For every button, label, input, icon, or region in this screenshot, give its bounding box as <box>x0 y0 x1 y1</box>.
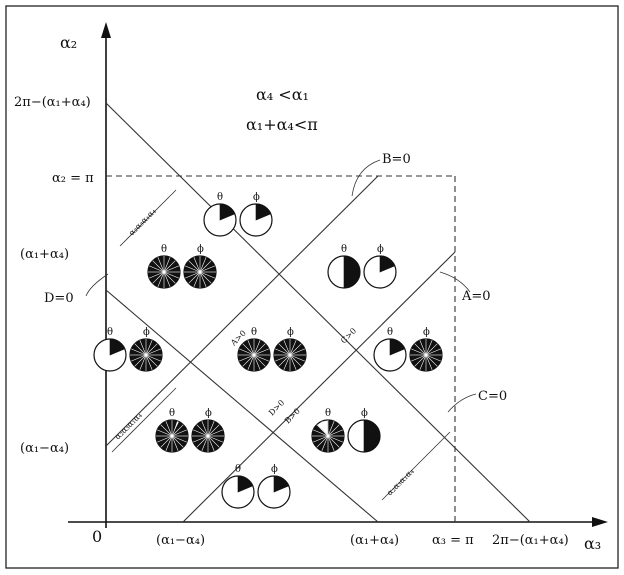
x-axis-arrow <box>592 517 608 527</box>
theta-symbol: θ <box>235 464 241 475</box>
svg-text:α₂α₃α₁α₄: α₂α₃α₁α₄ <box>127 207 158 238</box>
phi-disc <box>363 255 397 289</box>
theta-disc <box>155 419 189 453</box>
theta-disc <box>93 338 127 372</box>
y-axis-label: α₂ <box>60 33 77 52</box>
phi-disc <box>347 419 381 453</box>
y-tick-sum: (α₁+α₄) <box>20 247 69 262</box>
svg-text:α₂α₃α₁α₄: α₂α₃α₁α₄ <box>113 411 144 442</box>
theta-disc <box>373 338 407 372</box>
theta-disc <box>147 255 181 289</box>
line-b-zero <box>105 175 379 447</box>
phi-disc <box>129 338 163 372</box>
leader-a <box>439 271 471 293</box>
y-tick-pi: α₂ = π <box>52 171 94 186</box>
x-axis-label: α₃ <box>584 534 601 553</box>
condition-line-1: α₄ <α₁ <box>256 85 309 104</box>
svg-text:α₂α₃α₁α₄: α₂α₃α₁α₄ <box>385 467 416 498</box>
phi-disc <box>273 338 307 372</box>
origin-label: 0 <box>92 527 102 546</box>
phi-symbol: ϕ <box>377 244 384 255</box>
phi-symbol: ϕ <box>197 244 204 255</box>
theta-symbol: θ <box>251 327 257 338</box>
theta-disc <box>237 338 271 372</box>
condition-line-2: α₁+α₄<π <box>246 115 318 134</box>
x-tick-top: 2π−(α₁+α₄) <box>492 533 569 548</box>
theta-disc <box>221 475 255 509</box>
phi-symbol: ϕ <box>287 327 294 338</box>
phi-disc <box>239 203 273 237</box>
theta-symbol: θ <box>169 408 175 419</box>
diagram-frame <box>5 5 619 569</box>
line-inner-descending <box>105 289 379 523</box>
theta-disc <box>327 255 361 289</box>
theta-symbol: θ <box>387 327 393 338</box>
theta-disc <box>203 203 237 237</box>
dim-inner-d: D>0 <box>267 398 286 417</box>
label-d-zero: D=0 <box>44 291 74 306</box>
phi-disc <box>183 255 217 289</box>
phi-disc <box>191 419 225 453</box>
label-b-zero: B=0 <box>382 152 411 167</box>
phi-disc <box>257 475 291 509</box>
dim-bottom-right: α₂α₃α₁α₄ <box>381 431 451 501</box>
dim-top-left: α₂α₃α₁α₄ <box>119 189 177 247</box>
y-tick-top: 2π−(α₁+α₄) <box>14 95 91 110</box>
phi-symbol: ϕ <box>143 327 150 338</box>
x-tick-diff: (α₁−α₄) <box>156 533 205 548</box>
phi-symbol: ϕ <box>271 464 278 475</box>
region-glyphs: θ ϕθ ϕ θ ϕθ ϕ θ ϕ θ ϕθ ϕ θ ϕθ ϕ <box>93 192 443 509</box>
theta-symbol: θ <box>161 244 167 255</box>
phi-symbol: ϕ <box>423 327 430 338</box>
label-a-zero: A=0 <box>461 289 491 304</box>
x-tick-sum: (α₁+α₄) <box>350 533 399 548</box>
theta-symbol: θ <box>341 244 347 255</box>
leader-c <box>447 393 477 413</box>
phi-symbol: ϕ <box>205 408 212 419</box>
line-a-zero <box>182 251 456 523</box>
line-outer-descending <box>105 102 531 523</box>
dim-inner-b: B>0 <box>283 407 302 426</box>
y-tick-diff: (α₁−α₄) <box>20 441 69 456</box>
leader-b <box>351 159 381 197</box>
phi-symbol: ϕ <box>361 408 368 419</box>
x-tick-pi: α₃ = π <box>432 533 474 548</box>
y-axis-arrow <box>101 22 111 38</box>
theta-symbol: θ <box>107 327 113 338</box>
theta-symbol: θ <box>325 408 331 419</box>
theta-disc <box>311 419 345 453</box>
label-c-zero: C=0 <box>478 389 507 404</box>
phi-symbol: ϕ <box>253 192 260 203</box>
phi-disc <box>409 338 443 372</box>
leader-d <box>85 273 109 297</box>
theta-symbol: θ <box>217 192 223 203</box>
